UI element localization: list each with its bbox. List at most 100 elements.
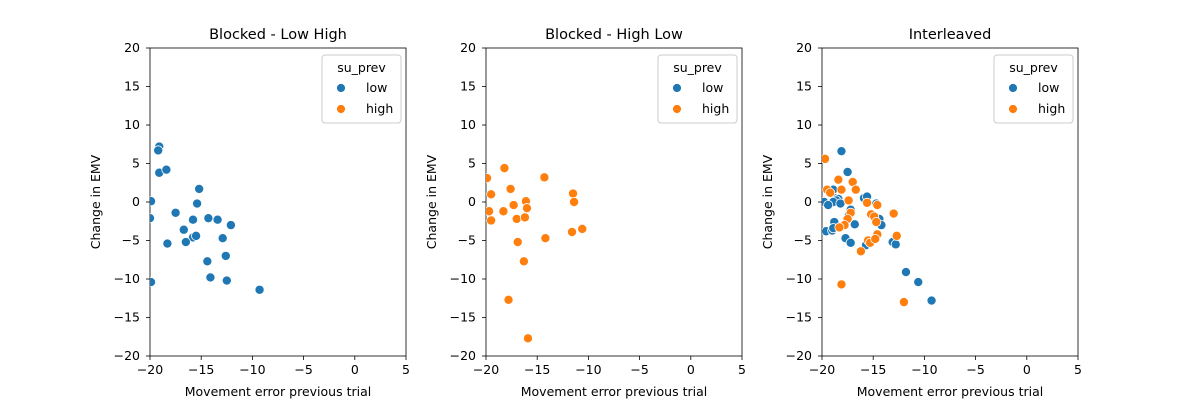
x-tick-label: 5 xyxy=(1074,362,1082,377)
data-point-low xyxy=(926,295,937,306)
x-tick-label: −10 xyxy=(239,362,265,377)
y-tick-label: −10 xyxy=(450,271,476,286)
data-point-low xyxy=(212,214,223,225)
chart-title: Blocked - High Low xyxy=(545,27,683,43)
data-point-high xyxy=(486,173,493,184)
data-point-high xyxy=(834,222,845,233)
y-tick-label: −15 xyxy=(450,310,476,325)
panel-1: Blocked - Low High Movement error previo… xyxy=(88,27,410,399)
data-point-high xyxy=(871,217,882,228)
data-point-low xyxy=(202,256,213,267)
x-tick-label: 5 xyxy=(402,362,410,377)
y-tick-label: 15 xyxy=(124,79,140,94)
data-point-low xyxy=(890,239,901,250)
data-point-high xyxy=(505,183,516,194)
scatter-points xyxy=(822,146,937,308)
y-tick-label: 0 xyxy=(468,194,476,209)
data-point-high xyxy=(522,333,533,344)
data-point-low xyxy=(170,207,181,218)
x-axis-label: Movement error previous trial xyxy=(857,384,1043,399)
x-tick-label: −20 xyxy=(473,362,499,377)
data-point-low xyxy=(845,237,856,248)
data-point-high xyxy=(850,184,861,195)
data-point-high xyxy=(888,208,899,219)
legend-marker-low xyxy=(336,83,346,93)
data-point-low xyxy=(221,275,232,286)
y-tick-label: −5 xyxy=(794,233,812,248)
x-axis-label: Movement error previous trial xyxy=(185,384,371,399)
y-tick-label: −10 xyxy=(114,271,140,286)
tick-group: −20 −15 −10 −5 0 5 20 15 10 5 0 −5 −10 −… xyxy=(786,40,1082,377)
x-tick-label: 5 xyxy=(738,362,746,377)
data-point-high xyxy=(870,233,881,244)
data-point-high xyxy=(486,206,495,217)
data-point-low xyxy=(913,277,924,288)
scatter-points xyxy=(486,163,588,344)
legend-title: su_prev xyxy=(1009,60,1058,75)
x-tick-label: −5 xyxy=(294,362,312,377)
x-tick-label: −5 xyxy=(966,362,984,377)
y-tick-label: −20 xyxy=(114,348,140,363)
x-tick-label: 0 xyxy=(687,362,695,377)
y-tick-label: −5 xyxy=(458,233,476,248)
y-tick-label: 5 xyxy=(804,156,812,171)
data-point-high xyxy=(822,153,831,164)
y-tick-label: 5 xyxy=(468,156,476,171)
x-tick-label: −15 xyxy=(188,362,214,377)
x-tick-label: −20 xyxy=(137,362,163,377)
x-tick-label: −10 xyxy=(575,362,601,377)
y-tick-label: −10 xyxy=(786,271,812,286)
legend-marker-low xyxy=(1008,83,1018,93)
legend: su_prev low high xyxy=(321,54,402,124)
data-point-high xyxy=(498,206,509,217)
y-tick-label: 0 xyxy=(132,194,140,209)
data-point-low xyxy=(900,267,911,278)
data-point-low xyxy=(823,200,834,211)
data-point-high xyxy=(891,230,902,241)
data-point-low xyxy=(150,277,157,288)
x-tick-label: −20 xyxy=(809,362,835,377)
tick-group: −20 −15 −10 −5 0 5 20 15 10 5 0 −5 −10 −… xyxy=(450,40,746,377)
data-point-low xyxy=(205,272,216,283)
chart-title: Interleaved xyxy=(909,27,992,43)
data-point-high xyxy=(836,184,847,195)
legend-marker-high xyxy=(336,104,346,114)
x-tick-label: −5 xyxy=(630,362,648,377)
data-point-high xyxy=(568,188,579,199)
y-tick-label: 5 xyxy=(132,156,140,171)
data-point-low xyxy=(191,230,202,241)
y-tick-label: 15 xyxy=(460,79,476,94)
data-point-high xyxy=(843,195,854,206)
data-point-high xyxy=(486,189,497,200)
data-point-low xyxy=(254,284,265,295)
data-point-high xyxy=(833,174,844,185)
legend-label-high: high xyxy=(366,101,393,116)
data-point-high xyxy=(862,197,873,208)
y-axis-label: Change in EMV xyxy=(88,154,103,249)
data-point-low xyxy=(162,238,173,249)
y-tick-label: −20 xyxy=(450,348,476,363)
data-point-high xyxy=(569,196,580,207)
data-point-high xyxy=(521,203,532,214)
data-point-high xyxy=(519,212,530,223)
legend-label-low: low xyxy=(366,80,387,95)
data-point-low xyxy=(180,237,191,248)
legend-marker-high xyxy=(1008,104,1018,114)
data-point-low xyxy=(150,196,157,207)
data-point-high xyxy=(499,163,510,174)
data-point-low xyxy=(192,198,203,209)
data-point-low xyxy=(836,146,847,157)
data-point-high xyxy=(825,187,836,198)
y-axis-label: Change in EMV xyxy=(424,154,439,249)
y-tick-label: −15 xyxy=(786,310,812,325)
y-tick-label: 10 xyxy=(124,117,140,132)
legend-title: su_prev xyxy=(337,60,386,75)
y-tick-label: 20 xyxy=(124,40,140,55)
data-point-low xyxy=(220,250,231,261)
x-tick-label: −15 xyxy=(524,362,550,377)
legend-marker-high xyxy=(672,104,682,114)
data-point-high xyxy=(486,215,497,226)
x-axis-label: Movement error previous trial xyxy=(521,384,707,399)
x-tick-label: −15 xyxy=(860,362,886,377)
